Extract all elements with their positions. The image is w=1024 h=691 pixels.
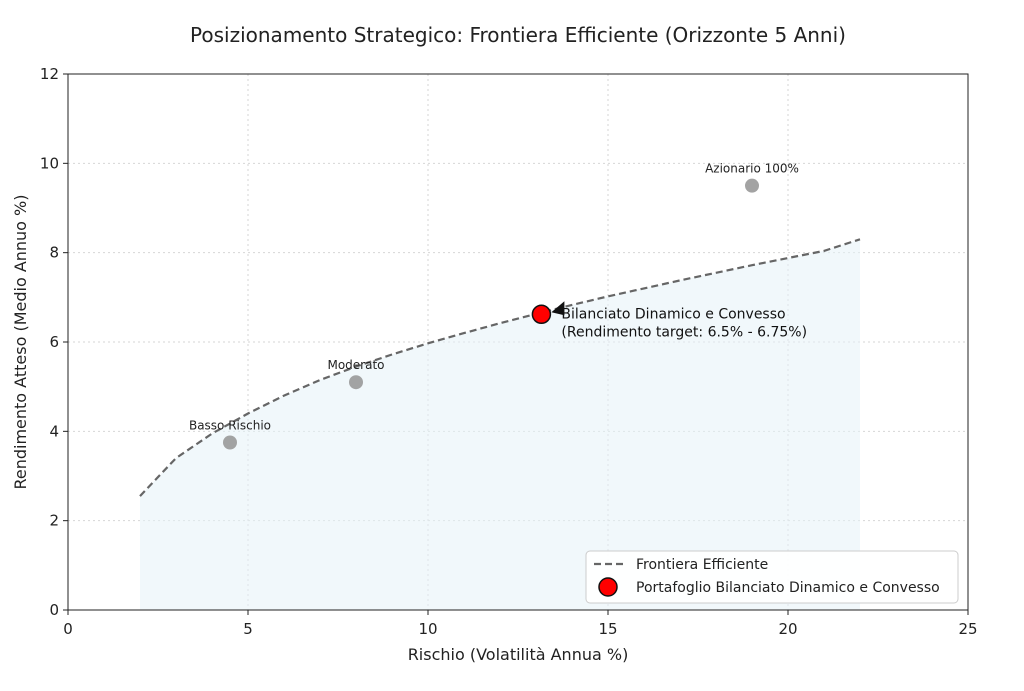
frontier-line bbox=[139, 238, 861, 497]
y-tick-label: 10 bbox=[40, 154, 59, 172]
legend: Frontiera Efficiente Portafoglio Bilanci… bbox=[585, 550, 959, 604]
reference-point-label: Moderato bbox=[327, 358, 384, 372]
reference-portfolios: Basso Rischio Moderato Azionario 100% bbox=[189, 162, 799, 450]
legend-target-label: Portafoglio Bilanciato Dinamico e Conves… bbox=[636, 580, 940, 596]
legend-target-swatch bbox=[598, 577, 618, 597]
x-axis-ticks: 0 5 10 15 20 25 bbox=[63, 610, 978, 638]
x-tick-label: 0 bbox=[63, 620, 73, 638]
y-axis-label: Rendimento Atteso (Medio Annuo %) bbox=[11, 194, 30, 489]
target-label-line2: (Rendimento target: 6.5% - 6.75%) bbox=[561, 324, 807, 340]
x-axis-label: Rischio (Volatilità Annua %) bbox=[408, 645, 629, 664]
y-tick-label: 12 bbox=[40, 65, 59, 83]
reference-point bbox=[223, 435, 237, 450]
legend-box bbox=[585, 550, 959, 604]
reference-point bbox=[745, 178, 759, 193]
target-portfolio-group: Bilanciato Dinamico e Convesso (Rendiment… bbox=[531, 301, 807, 340]
y-axis-ticks: 0 2 4 6 8 10 12 bbox=[40, 65, 68, 619]
reference-point bbox=[349, 375, 363, 390]
target-point bbox=[531, 304, 552, 325]
target-label-line1: Bilanciato Dinamico e Convesso bbox=[561, 306, 785, 322]
y-tick-label: 0 bbox=[49, 601, 59, 619]
target-arrow bbox=[551, 301, 565, 316]
frontier-fill-area bbox=[140, 239, 860, 611]
x-tick-label: 25 bbox=[958, 620, 977, 638]
y-tick-label: 8 bbox=[49, 244, 59, 262]
x-tick-label: 10 bbox=[418, 620, 437, 638]
x-tick-label: 20 bbox=[778, 620, 797, 638]
reference-point-label: Azionario 100% bbox=[705, 162, 799, 176]
y-tick-label: 6 bbox=[49, 333, 59, 351]
y-tick-label: 2 bbox=[49, 512, 59, 530]
chart-title: Posizionamento Strategico: Frontiera Eff… bbox=[190, 23, 846, 47]
legend-frontier-label: Frontiera Efficiente bbox=[636, 557, 768, 573]
x-tick-label: 5 bbox=[243, 620, 253, 638]
x-tick-label: 15 bbox=[598, 620, 617, 638]
y-tick-label: 4 bbox=[49, 422, 59, 440]
reference-point-label: Basso Rischio bbox=[189, 419, 271, 433]
